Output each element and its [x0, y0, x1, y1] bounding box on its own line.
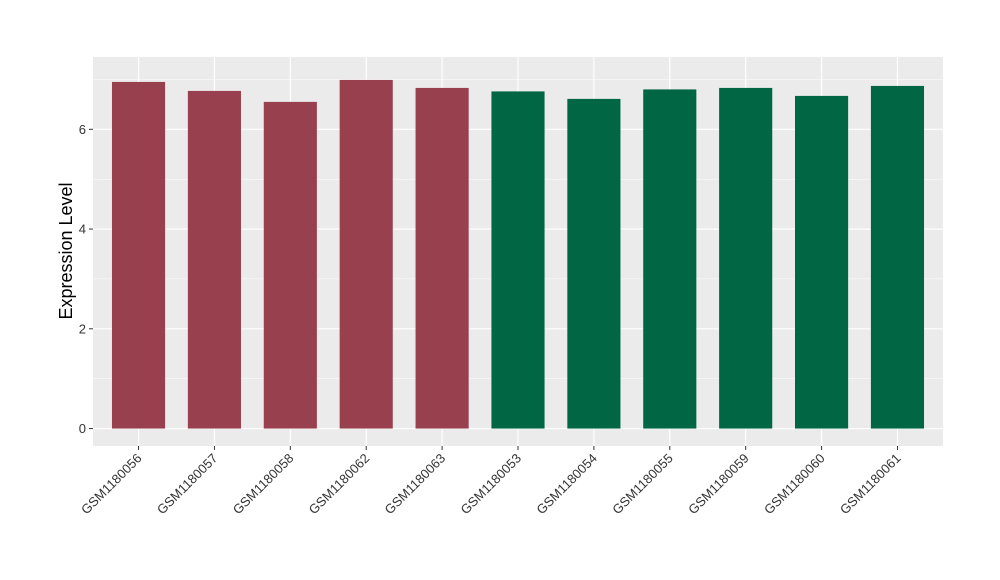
- bar: [567, 98, 621, 429]
- y-axis-ticks: 0 2 4 6: [79, 122, 93, 436]
- x-tick-label: GSM1180058: [230, 451, 297, 518]
- bar: [263, 101, 317, 429]
- x-tick-label: GSM1180063: [382, 451, 449, 518]
- x-tick-label: GSM1180062: [306, 451, 373, 518]
- x-tick-label: GSM1180060: [761, 451, 828, 518]
- x-tick-label: GSM1180054: [533, 451, 600, 518]
- x-axis-ticks: GSM1180056 GSM1180057 GSM1180058 GSM1180062…: [78, 446, 904, 517]
- x-tick-label: GSM1180059: [685, 451, 752, 518]
- x-tick-label: GSM1180057: [154, 451, 221, 518]
- bar: [491, 91, 545, 429]
- bar: [187, 90, 241, 429]
- y-tick-label: 2: [79, 321, 86, 336]
- bar: [643, 89, 697, 429]
- bar: [111, 81, 166, 429]
- bar: [795, 95, 849, 429]
- y-axis-title: Expression Level: [56, 182, 76, 319]
- y-tick-label: 4: [79, 222, 86, 237]
- x-tick-label: GSM1180056: [78, 451, 145, 518]
- bar: [339, 79, 393, 429]
- bar: [719, 87, 773, 429]
- x-tick-label: GSM1180061: [837, 451, 904, 518]
- bars: [111, 79, 925, 429]
- y-tick-label: 6: [79, 122, 86, 137]
- bar: [415, 87, 469, 429]
- y-tick-label: 0: [79, 421, 86, 436]
- bar: [870, 85, 925, 429]
- x-tick-label: GSM1180055: [609, 451, 676, 518]
- x-tick-label: GSM1180053: [457, 451, 524, 518]
